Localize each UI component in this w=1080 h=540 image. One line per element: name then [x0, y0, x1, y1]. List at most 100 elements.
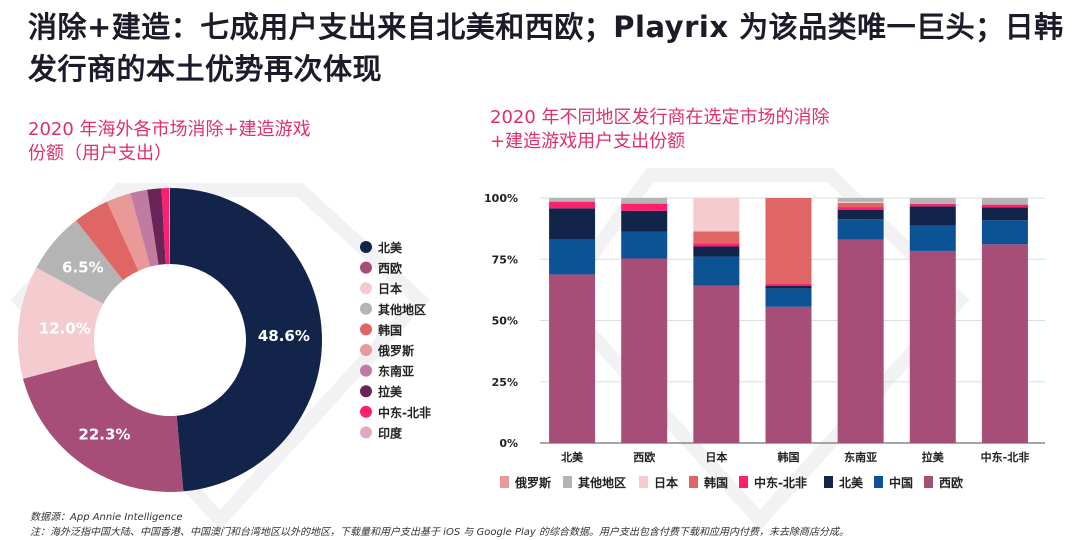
legend-marker [360, 241, 372, 253]
bar-segment [621, 231, 668, 259]
bar-segment [693, 246, 740, 257]
legend-marker [360, 426, 372, 439]
x-tick-label: 日本 [705, 450, 727, 464]
legend-marker [874, 476, 883, 488]
bar-segment [621, 258, 668, 443]
legend-marker [563, 476, 572, 488]
legend-label: 其他地区 [578, 475, 626, 490]
bar-segment [837, 210, 884, 220]
legend-label: 北美 [378, 240, 403, 255]
source-note: 数据源：App Annie Intelligence [30, 512, 183, 523]
bar-segment [549, 198, 596, 202]
legend-label: 日本 [378, 281, 402, 296]
legend-marker [360, 344, 372, 356]
bar-segment [837, 219, 884, 240]
bar-segment [837, 202, 884, 208]
bar-segment [621, 210, 668, 232]
bar-segment [837, 201, 884, 203]
legend-label: 日本 [654, 475, 678, 490]
bar-segment [981, 204, 1028, 208]
legend-marker [360, 323, 372, 336]
legend-marker [360, 302, 372, 315]
legend-label: 韩国 [704, 475, 728, 490]
pie-slice [17, 267, 104, 379]
bar-segment [621, 203, 668, 211]
bar-segment [837, 207, 884, 211]
bar-segment [621, 198, 668, 204]
y-tick-label: 100% [484, 192, 518, 205]
legend-label: 俄罗斯 [377, 343, 414, 358]
bar-chart: 0% 25% 50% 75% 100% 北美 西欧 日本 韩国 东南亚 拉美 中东-北非 [484, 192, 1045, 464]
legend-label: 拉美 [378, 384, 403, 399]
legend-label: 韩国 [378, 322, 402, 337]
bar-segment [981, 198, 1028, 205]
pie-chart-title: 2020 年海外各市场消除+建造游戏份额（用户支出） [28, 119, 311, 164]
bar-segment [765, 288, 812, 307]
bar-segment [693, 231, 740, 244]
y-tick-label: 50% [492, 315, 518, 328]
y-tick-label: 0% [499, 437, 518, 450]
x-tick-label: 北美 [561, 450, 584, 464]
bar-segment [909, 206, 956, 226]
bar-segment [981, 207, 1028, 221]
pie-data-label: 12.0% [39, 319, 91, 337]
bar-segment [765, 283, 812, 286]
x-tick-label: 韩国 [778, 450, 800, 464]
legend-marker [689, 476, 698, 488]
legend-marker [360, 385, 372, 398]
legend-label: 其他地区 [378, 302, 426, 317]
pie-slice [23, 359, 184, 493]
pie-slice [169, 188, 170, 265]
pie-slice [170, 188, 323, 492]
bar-segment [549, 201, 596, 209]
pie-slice [107, 193, 151, 271]
bar-segment [693, 256, 740, 286]
bar-segment [909, 225, 956, 251]
bar-segment [765, 306, 812, 443]
bar-segment [981, 244, 1028, 443]
bar-legend: 俄罗斯 其他地区 日本 韩国 中东-北非 北美 中国 西欧 [500, 475, 963, 490]
bar-segment [549, 239, 596, 275]
pie-slice [76, 201, 139, 281]
x-tick-label: 拉美 [922, 450, 945, 464]
x-tick-label: 中东-北非 [981, 450, 1030, 464]
bar-segment [837, 239, 884, 443]
x-tick-label: 东南亚 [844, 450, 877, 464]
legend-label: 西欧 [939, 475, 963, 490]
legend-marker [924, 476, 933, 488]
legend-marker [639, 476, 648, 488]
legend-label: 中东-北非 [378, 405, 431, 420]
pie-data-label: 6.5% [62, 259, 104, 277]
pie-data-label: 22.3% [78, 425, 130, 443]
bar-segment [909, 198, 956, 204]
bar-segment [909, 203, 956, 207]
legend-label: 中国 [889, 475, 913, 490]
bar-chart-title: 2020 年不同地区发行商在选定市场的消除+建造游戏用户支出份额 [490, 107, 830, 152]
bar-segment [693, 243, 740, 247]
legend-label: 西欧 [378, 261, 402, 276]
legend-marker [360, 261, 372, 274]
legend-marker [500, 476, 509, 488]
bar-segment [765, 285, 812, 289]
legend-label: 北美 [839, 475, 864, 490]
page-title: 消除+建造：七成用户支出来自北美和西欧；Playrix 为该品类唯一巨头；日韩发… [28, 10, 1064, 86]
y-tick-label: 75% [492, 253, 518, 266]
footnote: 注：海外泛指中国大陆、中国香港、中国澳门和台湾地区以外的地区，下载量和用户支出基… [30, 527, 850, 538]
bar-segment [693, 198, 740, 232]
bar-segment [837, 198, 884, 202]
legend-label: 俄罗斯 [514, 475, 551, 490]
bar-segment [693, 285, 740, 443]
legend-label: 中东-北非 [754, 475, 807, 490]
legend-marker [739, 476, 748, 488]
legend-label: 东南亚 [378, 364, 414, 379]
bar-segment [549, 274, 596, 443]
legend-marker [360, 364, 372, 377]
pie-slice [36, 220, 124, 304]
x-tick-label: 西欧 [633, 450, 655, 464]
pie-slice [161, 188, 170, 265]
pie-slice [130, 189, 159, 267]
legend-marker [824, 476, 833, 488]
pie-slice [147, 188, 166, 265]
